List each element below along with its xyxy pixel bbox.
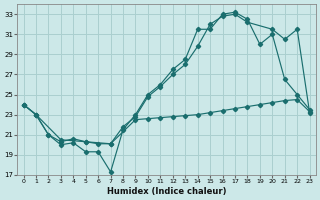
X-axis label: Humidex (Indice chaleur): Humidex (Indice chaleur) [107, 187, 226, 196]
